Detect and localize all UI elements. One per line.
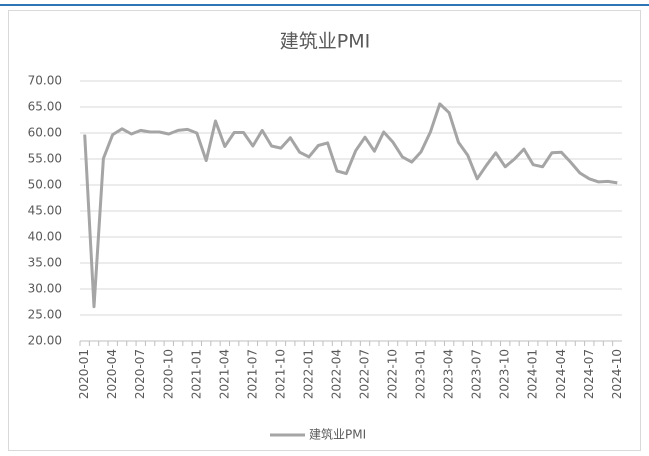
y-tick-label: 25.00	[28, 308, 62, 322]
x-tick-label: 2021-01	[189, 349, 203, 399]
x-tick-label: 2020-07	[133, 349, 147, 399]
y-tick-label: 40.00	[28, 230, 62, 244]
chart-frame	[8, 10, 641, 451]
x-tick-label: 2023-07	[470, 349, 484, 399]
x-tick-label: 2022-10	[386, 349, 400, 399]
x-tick-label: 2022-04	[329, 349, 343, 399]
chart-title: 建筑业PMI	[280, 31, 370, 53]
y-tick-label: 55.00	[28, 152, 62, 166]
x-tick-label: 2021-07	[245, 349, 259, 399]
y-tick-label: 30.00	[28, 282, 62, 296]
y-tick-label: 50.00	[28, 178, 62, 192]
x-tick-label: 2022-01	[301, 349, 315, 399]
x-tick-label: 2023-10	[498, 349, 512, 399]
x-tick-label: 2021-04	[217, 349, 231, 399]
y-tick-label: 70.00	[28, 74, 62, 88]
x-tick-label: 2024-10	[610, 349, 624, 399]
x-tick-label: 2023-01	[414, 349, 428, 399]
line-series	[83, 102, 618, 309]
x-tick-label: 2022-07	[358, 349, 372, 399]
y-tick-label: 20.00	[28, 334, 62, 348]
x-tick-label: 2020-10	[161, 349, 175, 399]
legend-label: 建筑业PMI	[309, 427, 366, 442]
y-tick-label: 35.00	[28, 256, 62, 270]
x-tick-label: 2021-10	[273, 349, 287, 399]
y-tick-label: 60.00	[28, 126, 62, 140]
x-tick-label: 2020-04	[105, 349, 119, 399]
x-tick-label: 2024-07	[582, 349, 596, 399]
y-tick-label: 45.00	[28, 204, 62, 218]
x-tick-label: 2024-04	[554, 349, 568, 399]
x-tick-label: 2023-04	[442, 349, 456, 399]
x-tick-label: 2020-01	[77, 349, 91, 399]
x-tick-label: 2024-01	[526, 349, 540, 399]
y-tick-label: 65.00	[28, 100, 62, 114]
